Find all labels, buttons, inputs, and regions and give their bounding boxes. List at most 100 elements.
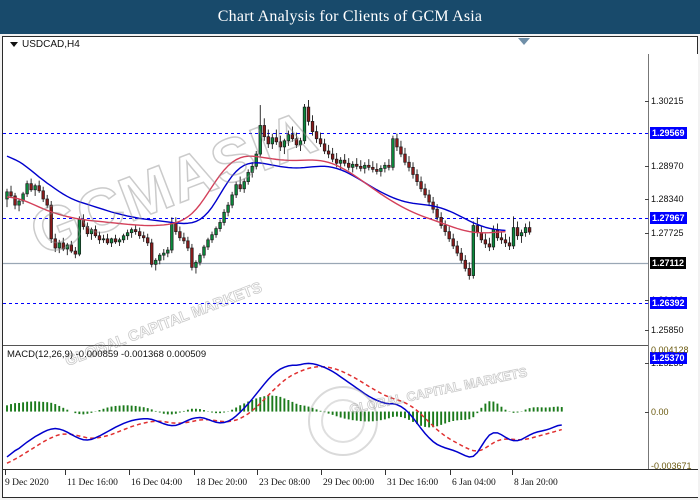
candle [142, 231, 146, 242]
candle [97, 231, 102, 244]
candle [326, 144, 331, 159]
candle [85, 222, 90, 237]
candle [359, 160, 363, 172]
candle [158, 253, 162, 265]
candle [13, 192, 17, 210]
price-axis-tickmark [645, 166, 649, 167]
price-axis-tick: 1.25850 [651, 325, 684, 335]
candle [499, 231, 504, 244]
candle [403, 147, 407, 166]
candle [294, 132, 299, 148]
candle [206, 237, 210, 251]
candle [355, 158, 359, 170]
x-axis-label: 23 Dec 08:00 [259, 478, 311, 488]
candle [387, 159, 391, 171]
candle [129, 227, 134, 238]
price-level-badge[interactable]: 1.29569 [650, 127, 687, 139]
candle [467, 262, 471, 280]
candle [427, 189, 431, 207]
candle [162, 249, 166, 261]
x-axis-tickmark [194, 470, 195, 475]
candle [81, 214, 86, 230]
macd-axis-max: 0.004128 [651, 345, 689, 355]
macd-signal-line [6, 365, 562, 464]
pane-divider-top [3, 345, 648, 346]
symbol-label: USDCAD,H4 [22, 39, 80, 50]
price-axis-tickmark [645, 101, 649, 102]
candle [415, 169, 419, 186]
candle [363, 162, 367, 174]
candle [222, 209, 226, 226]
candle [190, 243, 194, 271]
chevron-down-icon[interactable] [10, 42, 18, 47]
candle [459, 248, 463, 264]
candle [113, 234, 118, 244]
x-axis-label: 16 Dec 04:00 [131, 478, 183, 488]
price-pane[interactable] [3, 54, 648, 345]
candle [41, 186, 45, 203]
candle [73, 246, 77, 259]
candle [154, 258, 158, 271]
candle [379, 165, 383, 177]
candle [45, 194, 49, 209]
candle [503, 233, 508, 247]
candle [395, 133, 399, 151]
candle [53, 233, 57, 253]
title-bar: Chart Analysis for Clients of GCM Asia [0, 0, 700, 34]
candle [29, 178, 33, 192]
candle [278, 135, 283, 151]
candle [133, 224, 138, 235]
candle [375, 163, 379, 175]
macd-axis-tickmark [645, 411, 649, 413]
candle [519, 229, 524, 243]
candle [262, 118, 266, 141]
symbol-row[interactable]: USDCAD,H4 [3, 37, 697, 54]
candle [37, 180, 41, 193]
candle [515, 221, 520, 240]
candle [57, 239, 61, 254]
candle [166, 246, 170, 258]
x-axis-tickmark [129, 470, 130, 475]
candle [407, 156, 411, 172]
candle [186, 236, 190, 252]
candle [343, 154, 347, 167]
price-axis-tick: 1.30215 [651, 96, 684, 106]
page-title: Chart Analysis for Clients of GCM Asia [217, 8, 483, 25]
price-axis-tickmark [645, 363, 649, 364]
candle [230, 191, 234, 209]
candle [109, 237, 114, 247]
candle [371, 161, 375, 173]
candle [419, 176, 423, 192]
macd-axis-zero: 0.00 [651, 406, 669, 417]
price-scale[interactable]: 1.302151.289701.283401.277251.264001.258… [645, 54, 698, 471]
candle [270, 133, 274, 149]
candle [290, 126, 295, 142]
price-level-badge[interactable]: 1.27967 [650, 212, 687, 224]
candle [214, 226, 218, 238]
macd-legend: MACD(12,26,9) -0.000859 -0.001368 0.0005… [7, 349, 207, 360]
x-axis-tickmark [512, 470, 513, 475]
candle [194, 260, 198, 274]
price-level-badge[interactable]: 1.25370 [650, 352, 687, 364]
x-axis-label: 6 Jan 04:00 [452, 478, 496, 488]
candle [182, 232, 186, 244]
candle [399, 140, 403, 158]
candle [306, 99, 311, 126]
candle [178, 226, 182, 241]
candle [523, 223, 528, 237]
candle [471, 221, 475, 279]
macd-pane[interactable] [3, 347, 648, 469]
candle [310, 115, 315, 136]
price-axis-tick: 1.28970 [651, 161, 684, 171]
candle [5, 188, 9, 208]
candle [69, 240, 73, 254]
candle [202, 244, 206, 259]
candle [463, 255, 467, 272]
price-level-badge[interactable]: 1.26392 [650, 297, 687, 309]
candle [302, 104, 307, 144]
x-axis-tickmark [450, 470, 451, 475]
price-axis-tickmark [645, 330, 649, 331]
current-price-badge[interactable]: 1.27112 [650, 257, 687, 269]
price-axis-tickmark [645, 199, 649, 200]
price-plot [3, 99, 648, 304]
